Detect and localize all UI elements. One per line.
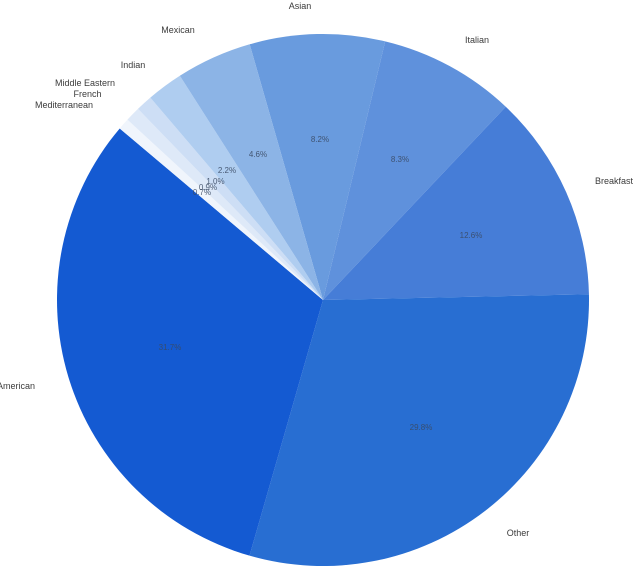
svg-text:Other: Other [507, 528, 530, 538]
svg-text:2.2%: 2.2% [218, 166, 236, 175]
svg-text:0.7%: 0.7% [193, 188, 211, 197]
svg-text:31.7%: 31.7% [159, 343, 182, 352]
svg-text:French: French [73, 89, 101, 99]
svg-text:29.8%: 29.8% [410, 423, 433, 432]
svg-text:Middle Eastern: Middle Eastern [55, 78, 115, 88]
svg-text:Mediterranean: Mediterranean [35, 100, 93, 110]
svg-text:4.6%: 4.6% [249, 150, 267, 159]
svg-text:12.6%: 12.6% [460, 231, 483, 240]
svg-text:American: American [0, 381, 35, 391]
svg-text:Breakfast: Breakfast [595, 176, 634, 186]
svg-text:8.2%: 8.2% [311, 135, 329, 144]
svg-text:Italian: Italian [465, 35, 489, 45]
svg-text:Indian: Indian [121, 60, 146, 70]
svg-text:8.3%: 8.3% [391, 155, 409, 164]
svg-text:Mexican: Mexican [161, 25, 195, 35]
svg-text:Asian: Asian [289, 1, 312, 11]
